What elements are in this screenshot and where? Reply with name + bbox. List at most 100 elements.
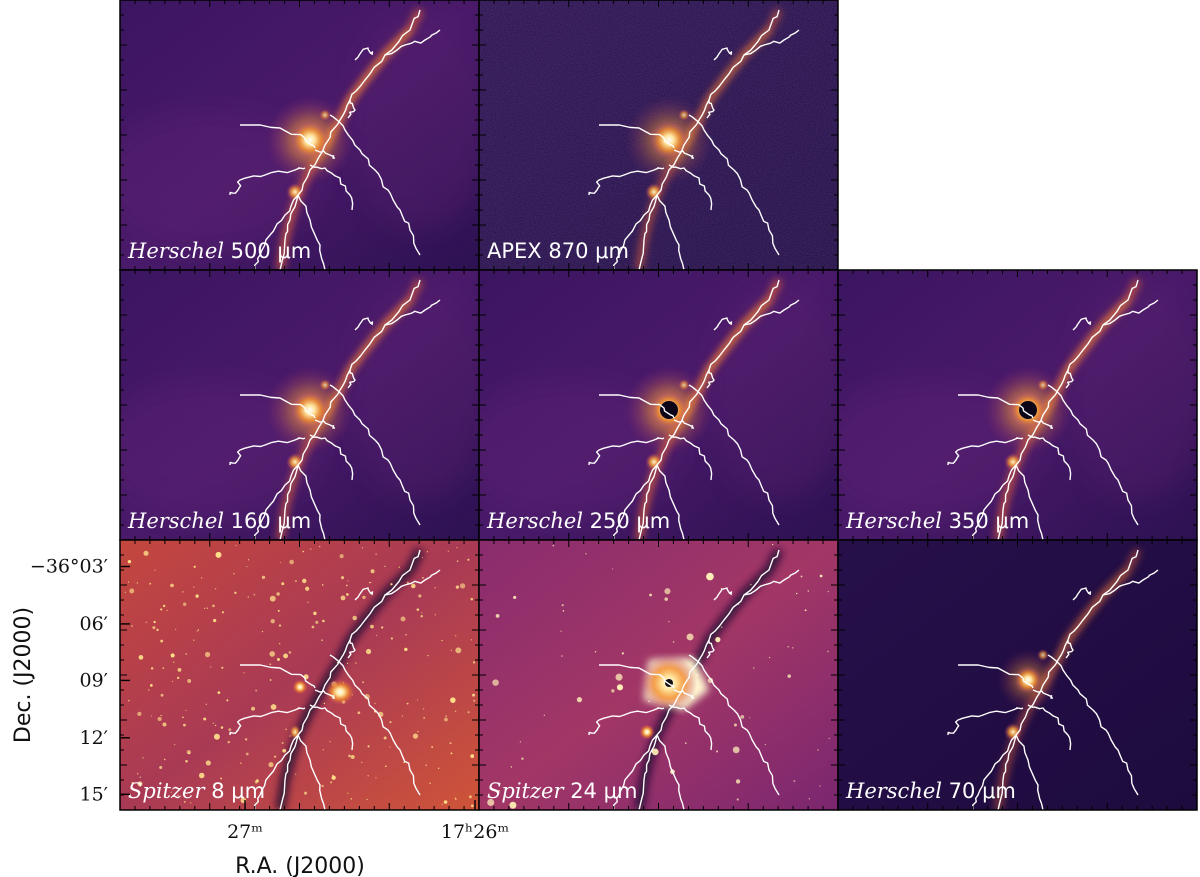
star-point <box>245 752 249 756</box>
filament-skeleton-line <box>279 549 421 810</box>
star-point <box>519 741 521 743</box>
saturated-center <box>1019 401 1037 419</box>
star-point <box>159 766 163 770</box>
star-point <box>612 568 614 570</box>
star-point <box>156 628 159 631</box>
filament-skeleton-line <box>1015 734 1044 810</box>
star-point <box>459 583 466 589</box>
star-point <box>278 624 282 627</box>
star-point <box>279 561 282 563</box>
star-point <box>255 689 258 692</box>
star-point <box>450 649 453 652</box>
filament-skeleton-line <box>329 114 421 256</box>
star-point <box>330 781 333 784</box>
star-point <box>389 746 391 748</box>
filament-skeleton-line <box>706 99 715 119</box>
star-point <box>422 577 424 579</box>
star-point <box>228 728 232 732</box>
filament-skeleton-line <box>971 734 1017 810</box>
filament-skeleton-line <box>279 9 421 270</box>
filament-skeleton-line <box>1027 434 1072 481</box>
filament-skeleton-line <box>743 299 800 326</box>
filament-skeleton-line <box>329 384 421 526</box>
filament-skeleton-line <box>1047 654 1139 796</box>
panel-label: Herschel 70 μm <box>845 779 1016 803</box>
star-point <box>787 674 791 678</box>
star-point <box>294 580 297 583</box>
filament-skeleton-line <box>588 167 665 196</box>
star-point <box>686 633 694 641</box>
star-point <box>137 773 139 775</box>
filament-skeleton-line <box>656 464 685 540</box>
star-point <box>367 775 369 777</box>
star-point <box>268 762 274 768</box>
filament-skeleton-line <box>253 734 299 810</box>
star-point <box>162 722 167 727</box>
star-point <box>429 782 431 784</box>
star-point <box>685 742 687 744</box>
star-point <box>472 693 476 697</box>
filament-skeleton-line <box>229 437 306 466</box>
panel-s8: Spitzer 8 μm <box>119 539 480 811</box>
star-point <box>706 572 714 581</box>
filament-skeleton-line <box>957 394 1034 419</box>
star-point <box>131 781 134 785</box>
star-point <box>321 584 324 586</box>
star-point <box>740 715 745 719</box>
star-point <box>733 723 737 727</box>
star-point <box>445 715 447 717</box>
star-point <box>269 651 276 657</box>
star-point <box>277 609 280 612</box>
star-point <box>205 760 211 766</box>
star-point <box>560 630 562 632</box>
star-point <box>817 749 819 751</box>
filament-skeleton-line <box>743 29 800 56</box>
filament-skeleton-line <box>347 99 356 119</box>
star-point <box>347 792 349 794</box>
filament-skeleton-line <box>1102 299 1159 326</box>
star-point <box>455 635 457 637</box>
star-point <box>362 595 366 600</box>
star-point <box>221 611 224 614</box>
star-point <box>672 641 675 643</box>
star-point <box>205 703 207 705</box>
star-point <box>152 626 156 630</box>
filament-skeleton-line <box>638 549 780 810</box>
star-point <box>455 585 460 589</box>
star-point <box>374 702 376 704</box>
star-point <box>278 642 281 645</box>
star-point <box>174 743 176 746</box>
star-point <box>234 591 237 595</box>
star-point <box>470 754 475 758</box>
star-point <box>182 716 184 719</box>
filament-skeleton-line <box>598 394 675 419</box>
star-point <box>804 609 807 612</box>
star-point <box>401 715 404 717</box>
star-point <box>150 715 152 717</box>
star-point <box>305 586 310 591</box>
star-point <box>827 650 829 653</box>
star-point <box>454 710 457 713</box>
star-point <box>131 625 133 627</box>
star-point <box>295 773 297 775</box>
filament-skeleton-line <box>229 167 306 196</box>
star-point <box>376 634 378 637</box>
star-point <box>425 764 428 767</box>
star-point <box>289 559 294 565</box>
star-point <box>561 604 564 607</box>
star-point <box>175 628 177 630</box>
star-point <box>416 608 420 611</box>
star-point <box>651 748 659 756</box>
star-point <box>340 595 346 601</box>
star-point <box>441 803 443 805</box>
dense-core <box>290 120 330 160</box>
star-point <box>340 576 345 580</box>
star-point <box>281 582 285 586</box>
filament-skeleton-line <box>947 707 1024 736</box>
filament-skeleton-line <box>253 464 299 540</box>
star-point <box>552 544 555 547</box>
star-point <box>220 726 224 729</box>
star-point <box>235 544 237 546</box>
panel-label: APEX 870 μm <box>487 239 629 263</box>
filament-skeleton-line <box>656 734 685 810</box>
